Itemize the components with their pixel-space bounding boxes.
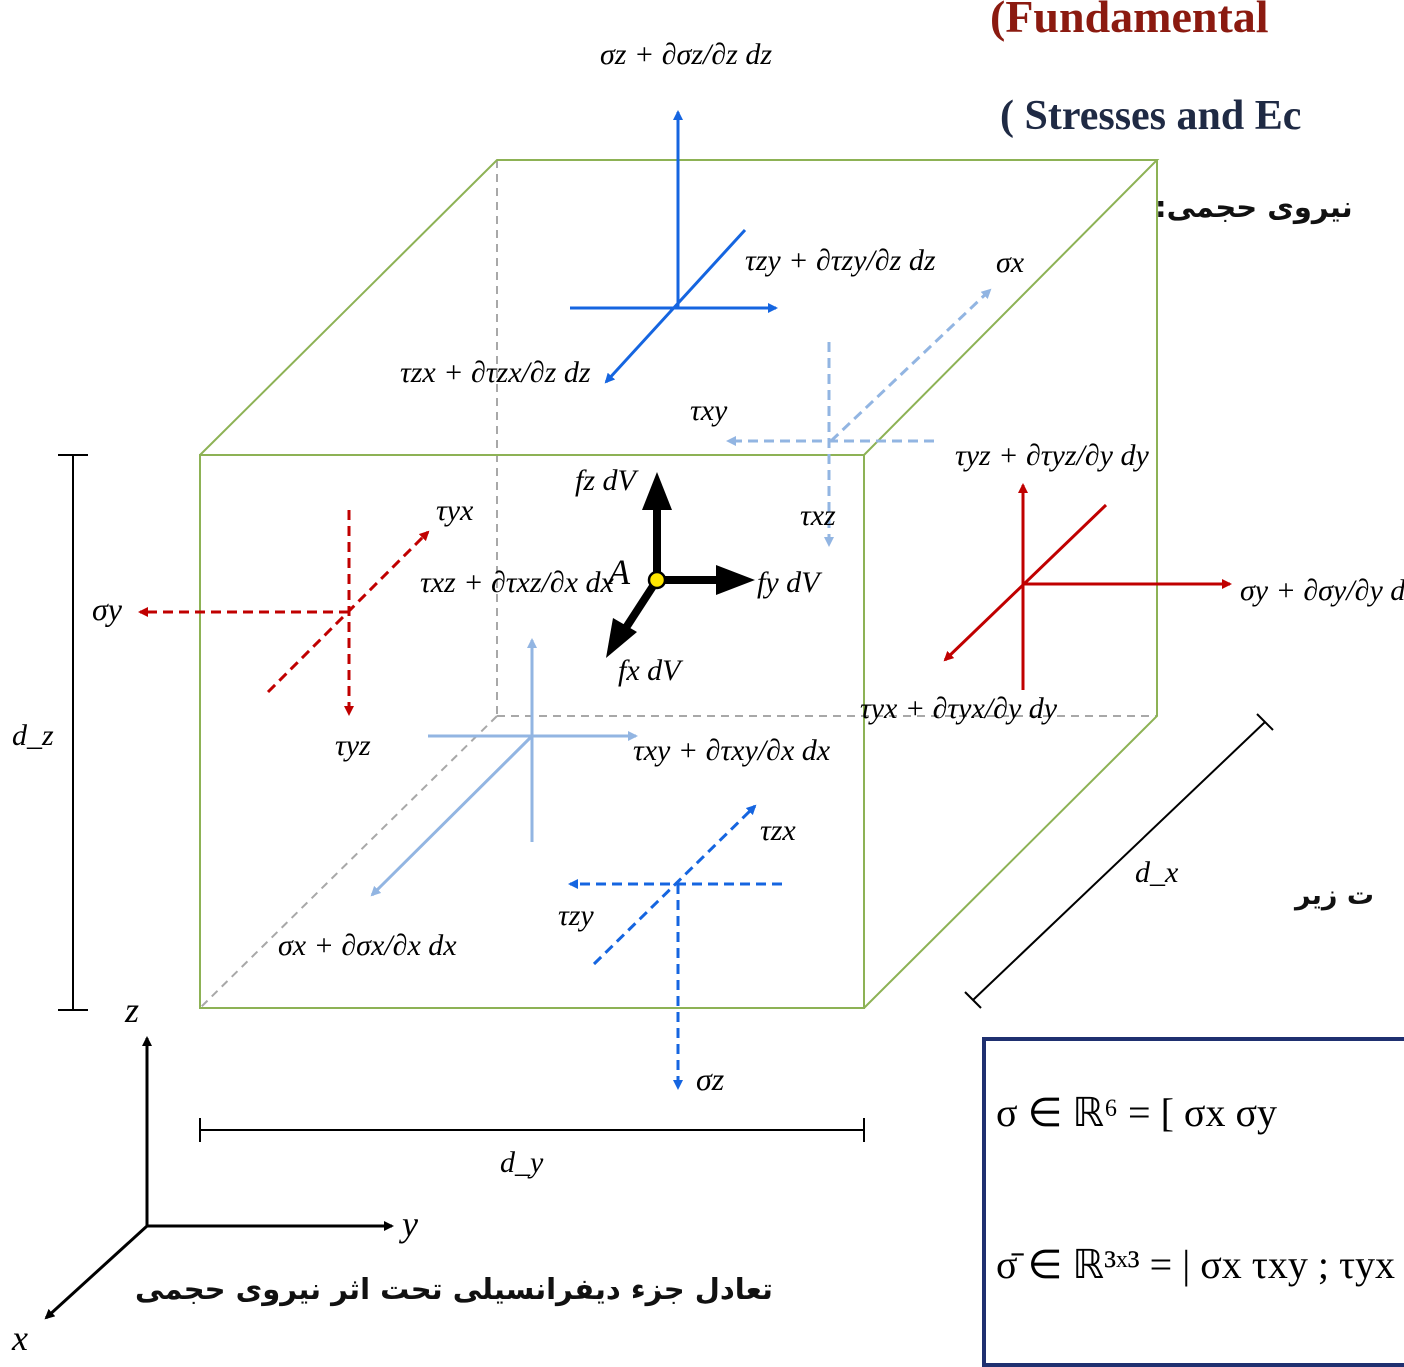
label-tau-zy-bottom: τzy — [558, 899, 594, 932]
body-text-fa: ت زیر — [1295, 880, 1375, 911]
stress-definition-box: σ ∈ ℝ⁶ = [ σx σy σ̄ ∈ ℝ³ˣ³ = | σx τxy ; … — [982, 1037, 1404, 1367]
label-tau-zx-top: τzx + ∂τzx/∂z dz — [400, 356, 591, 389]
section-heading-fa: نیروی حجمی: — [1155, 190, 1353, 224]
label-tau-xz-back: τxz — [800, 499, 836, 532]
label-tau-xy-back: τxy — [690, 394, 728, 427]
label-tau-yx-left: τyx — [436, 494, 474, 527]
label-axis-x: x — [11, 1318, 28, 1351]
label-dim-y: d_y — [500, 1146, 544, 1179]
label-sigma-y-right: σy + ∂σy/∂y d — [1240, 574, 1404, 607]
label-axis-y: y — [399, 1204, 418, 1244]
dimension-lines — [58, 454, 1274, 1142]
stress-vector-definition: σ ∈ ℝ⁶ = [ σx σy — [996, 1090, 1278, 1135]
label-dim-z: d_z — [12, 719, 54, 752]
hidden-edges — [199, 160, 1157, 1009]
cube-outline — [199, 159, 1160, 1009]
slide-title: (Fundamental — [990, 0, 1269, 42]
right-face-stresses — [943, 483, 1232, 690]
label-tau-zx-bottom: τzx — [760, 814, 796, 847]
label-sigma-z-top: σz + ∂σz/∂z dz — [600, 38, 772, 71]
stress-labels: σz + ∂σz/∂z dz τzy + ∂τzy/∂z dz τzx + ∂τ… — [11, 38, 1404, 1351]
label-tau-zy-top: τzy + ∂τzy/∂z dz — [745, 244, 936, 277]
bottom-face-stresses — [568, 804, 782, 1090]
label-tau-yz-right: τyz + ∂τyz/∂y dy — [955, 439, 1149, 472]
slide-subtitle: ( Stresses and Ec — [1000, 93, 1302, 139]
top-face-stresses — [570, 110, 778, 384]
label-body-force-y: fy dV — [757, 566, 823, 599]
stress-tensor-definition: σ̄ ∈ ℝ³ˣ³ = | σx τxy ; τyx σy — [996, 1242, 1404, 1287]
label-body-force-z: fz dV — [575, 464, 640, 497]
point-a-marker — [647, 570, 667, 590]
back-face-stresses — [726, 288, 992, 547]
label-sigma-x-back: σx — [996, 246, 1025, 279]
label-point-a: A — [606, 552, 631, 592]
label-sigma-z-bottom: σz — [696, 1061, 725, 1097]
figure-caption: تعادل جزء دیفرانسیلی تحت اثر نیروی حجمی — [135, 1272, 773, 1306]
label-sigma-x-front: σx + ∂σx/∂x dx — [278, 929, 457, 962]
body-force-heads — [606, 472, 755, 658]
label-tau-yz-left: τyz — [335, 729, 371, 762]
label-axis-z: z — [124, 990, 139, 1030]
label-tau-xz-front: τxz + ∂τxz/∂x dx — [420, 566, 614, 599]
front-face-stresses — [370, 638, 638, 897]
left-face-stresses — [138, 510, 430, 716]
label-tau-xy-front: τxy + ∂τxy/∂x dx — [633, 734, 831, 767]
label-body-force-x: fx dV — [618, 654, 684, 687]
coordinate-axes — [44, 1036, 394, 1320]
label-tau-yx-right: τyx + ∂τyx/∂y dy — [860, 692, 1058, 725]
label-sigma-y-left: σy — [92, 591, 123, 627]
label-dim-x: d_x — [1135, 856, 1179, 889]
